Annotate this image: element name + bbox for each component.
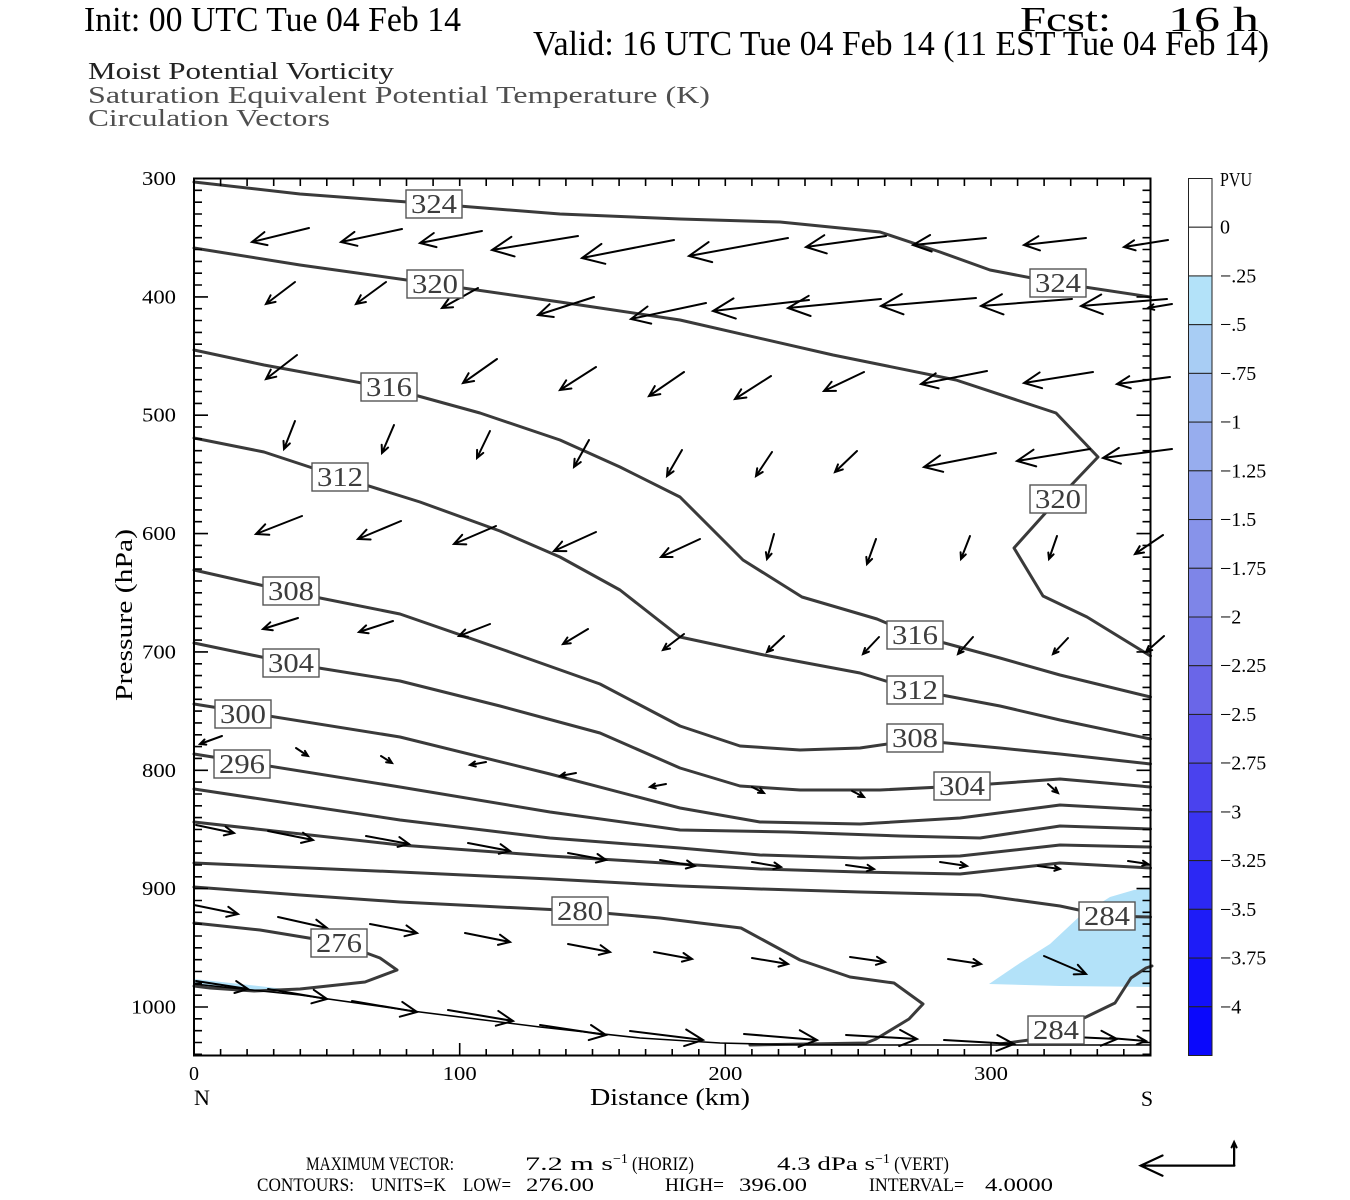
svg-text:320: 320 <box>1035 484 1081 514</box>
svg-text:−.5: −.5 <box>1220 314 1246 336</box>
svg-text:276.00: 276.00 <box>526 1175 594 1196</box>
svg-text:0: 0 <box>1220 217 1230 239</box>
svg-text:−3.75: −3.75 <box>1220 948 1266 970</box>
svg-text:Init: 00 UTC Tue 04 Feb 14: Init: 00 UTC Tue 04 Feb 14 <box>84 0 461 39</box>
svg-text:Moist Potential Vorticity: Moist Potential Vorticity <box>88 59 394 85</box>
svg-text:INTERVAL=: INTERVAL= <box>869 1175 964 1196</box>
svg-text:−3.25: −3.25 <box>1220 850 1266 872</box>
svg-text:HIGH=: HIGH= <box>665 1175 724 1196</box>
svg-text:700: 700 <box>142 641 176 663</box>
svg-text:PVU: PVU <box>1220 169 1252 191</box>
svg-text:−2.5: −2.5 <box>1220 704 1256 726</box>
svg-text:500: 500 <box>142 405 176 427</box>
svg-text:MAXIMUM VECTOR:: MAXIMUM VECTOR: <box>306 1154 454 1175</box>
svg-text:1000: 1000 <box>131 997 176 1019</box>
svg-text:284: 284 <box>1084 901 1131 931</box>
svg-text:200: 200 <box>708 1063 742 1085</box>
svg-text:324: 324 <box>411 189 458 219</box>
svg-text:100: 100 <box>443 1063 477 1085</box>
svg-text:−3: −3 <box>1220 801 1241 823</box>
svg-text:−1.75: −1.75 <box>1220 558 1266 580</box>
svg-text:800: 800 <box>142 760 176 782</box>
svg-text:280: 280 <box>557 896 603 926</box>
svg-text:−1.25: −1.25 <box>1220 460 1266 482</box>
svg-text:4.0000: 4.0000 <box>985 1175 1053 1196</box>
svg-text:Circulation Vectors: Circulation Vectors <box>88 106 330 132</box>
svg-text:300: 300 <box>142 168 176 190</box>
svg-text:−1.5: −1.5 <box>1220 509 1256 531</box>
svg-text:320: 320 <box>412 269 458 299</box>
svg-text:7.2 m s−1 (HORIZ): 7.2 m s−1 (HORIZ) <box>525 1152 694 1175</box>
svg-text:−1: −1 <box>1220 412 1241 434</box>
svg-text:316: 316 <box>892 620 938 650</box>
svg-text:396.00: 396.00 <box>739 1175 807 1196</box>
svg-text:324: 324 <box>1035 268 1082 298</box>
svg-text:308: 308 <box>268 576 314 606</box>
svg-text:−2.75: −2.75 <box>1220 753 1266 775</box>
svg-text:−.25: −.25 <box>1220 265 1256 287</box>
svg-text:Fcst:: Fcst: <box>1020 0 1111 39</box>
svg-text:400: 400 <box>142 286 176 308</box>
svg-text:Pressure (hPa): Pressure (hPa) <box>112 529 138 701</box>
svg-text:300: 300 <box>974 1063 1008 1085</box>
svg-text:304: 304 <box>268 648 315 678</box>
svg-text:Valid: 16 UTC Tue 04 Feb 14 (1: Valid: 16 UTC Tue 04 Feb 14 (11 EST Tue … <box>533 24 1269 63</box>
svg-text:600: 600 <box>142 523 176 545</box>
svg-text:276: 276 <box>316 928 362 958</box>
svg-text:316: 316 <box>366 372 412 402</box>
svg-text:284: 284 <box>1033 1015 1080 1045</box>
svg-text:−2.25: −2.25 <box>1220 655 1266 677</box>
svg-text:−2: −2 <box>1220 607 1241 629</box>
svg-text:S: S <box>1141 1086 1153 1111</box>
svg-text:900: 900 <box>142 878 176 900</box>
svg-text:312: 312 <box>317 462 363 492</box>
svg-text:312: 312 <box>892 675 938 705</box>
svg-text:16 h: 16 h <box>1168 0 1260 39</box>
svg-text:−3.5: −3.5 <box>1220 899 1256 921</box>
svg-text:0: 0 <box>189 1063 199 1085</box>
svg-text:−4: −4 <box>1220 996 1241 1018</box>
svg-text:308: 308 <box>892 723 938 753</box>
svg-text:−.75: −.75 <box>1220 363 1256 385</box>
svg-text:N: N <box>194 1085 210 1110</box>
svg-text:CONTOURS:: CONTOURS: <box>257 1175 354 1196</box>
svg-text:Distance (km): Distance (km) <box>590 1085 750 1111</box>
svg-text:4.3 dPa s−1 (VERT): 4.3 dPa s−1 (VERT) <box>777 1152 949 1175</box>
svg-text:LOW=: LOW= <box>463 1175 511 1196</box>
svg-text:296: 296 <box>219 749 265 779</box>
svg-text:304: 304 <box>939 771 986 801</box>
svg-text:UNITS=K: UNITS=K <box>371 1175 446 1196</box>
svg-text:Saturation Equivalent Potentia: Saturation Equivalent Potential Temperat… <box>88 83 710 109</box>
svg-text:300: 300 <box>220 699 266 729</box>
